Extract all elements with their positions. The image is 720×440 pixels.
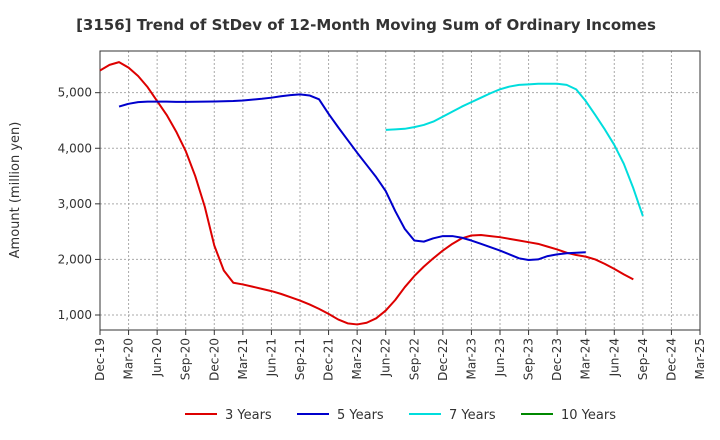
y-tick-label: 1,000: [58, 308, 92, 322]
series-line-2: [385, 82, 644, 217]
x-tick-label: Jun-21: [264, 338, 278, 377]
legend-item: 10 Years: [521, 408, 616, 423]
x-tick-label: Sep-21: [293, 338, 307, 380]
x-tick-label: Jun-22: [379, 338, 393, 377]
x-tick-label: Dec-20: [207, 338, 221, 381]
legend-item: 7 Years: [409, 408, 496, 423]
y-tick-label: 4,000: [58, 141, 92, 155]
x-tick-label: Dec-24: [664, 338, 678, 381]
x-tick-label: Mar-25: [693, 338, 707, 379]
x-tick-label: Dec-23: [550, 338, 564, 381]
legend: 3 Years 5 Years 7 Years 10 Years: [185, 408, 616, 423]
x-tick-label: Mar-22: [350, 338, 364, 379]
grid-layer: [100, 51, 700, 330]
y-tick-label: 5,000: [58, 86, 92, 100]
x-tick-label: Mar-23: [464, 338, 478, 379]
x-tick-label: Sep-23: [522, 338, 536, 380]
legend-item: 5 Years: [297, 408, 384, 423]
x-tick-label: Dec-19: [93, 338, 107, 381]
x-tick-label: Jun-24: [607, 338, 621, 377]
legend-label: 10 Years: [561, 408, 616, 423]
x-tick-label: Sep-20: [179, 338, 193, 380]
series-layer: [99, 61, 644, 326]
x-tick-label: Jun-23: [493, 338, 507, 377]
x-tick-label: Sep-22: [407, 338, 421, 380]
x-tick-label: Mar-21: [236, 338, 250, 379]
y-tick-label: 3,000: [58, 197, 92, 211]
legend-label: 7 Years: [449, 408, 496, 423]
series-line-0: [99, 61, 634, 326]
x-axis-ticks: Dec-19 Mar-20 Jun-20 Sep-20 Dec-20 Mar-21 Jun-…: [93, 330, 707, 381]
x-tick-label: Sep-24: [636, 338, 650, 380]
x-tick-label: Mar-24: [579, 338, 593, 379]
y-tick-label: 2,000: [58, 252, 92, 266]
y-axis-ticks: 1,000 2,000 3,000 4,000 5,000: [58, 86, 100, 322]
legend-item: 3 Years: [185, 408, 272, 423]
chart-title: [3156] Trend of StDev of 12-Month Moving…: [76, 16, 656, 34]
y-axis-label: Amount (million yen): [8, 122, 23, 259]
legend-label: 5 Years: [337, 408, 384, 423]
plot-frame: [99, 50, 701, 331]
legend-label: 3 Years: [225, 408, 272, 423]
x-tick-label: Mar-20: [122, 338, 136, 379]
x-tick-label: Dec-21: [322, 338, 336, 381]
x-tick-label: Dec-22: [436, 338, 450, 381]
series-line-1: [118, 93, 586, 261]
x-tick-label: Jun-20: [150, 338, 164, 377]
